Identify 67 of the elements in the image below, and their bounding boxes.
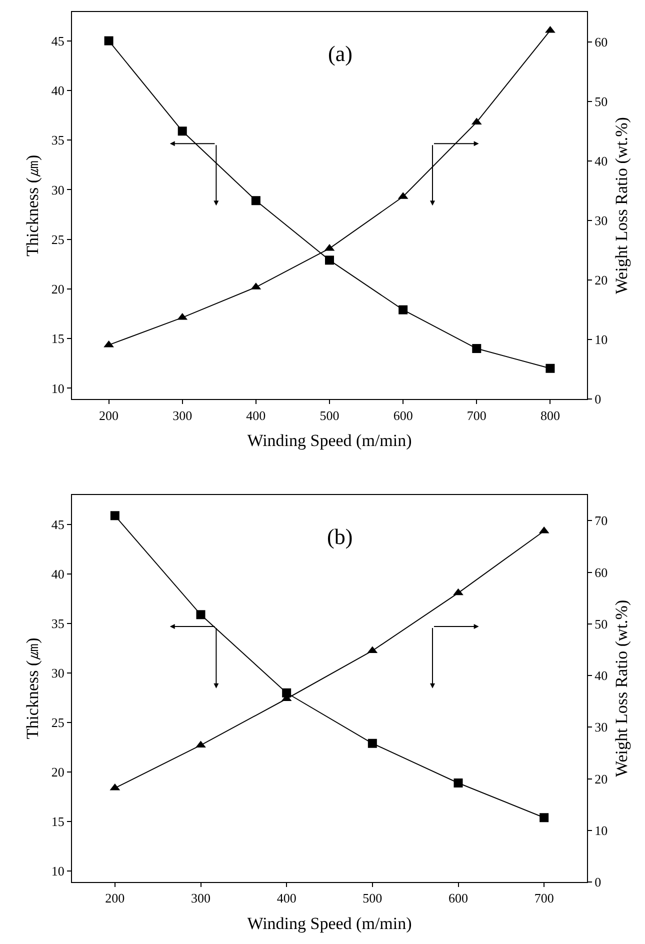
y2-tick-label: 0	[594, 392, 602, 407]
y2-tick-label: 40	[594, 153, 608, 168]
x-axis-title: Winding Speed (m/min)	[247, 914, 412, 933]
y-tick-label: 15	[51, 814, 64, 830]
x-tick-label: 800	[540, 408, 560, 423]
y2-tick-label: 50	[594, 94, 608, 109]
point	[546, 364, 555, 373]
y2-tick-label: 20	[594, 272, 608, 288]
y-tick-label: 25	[51, 232, 64, 247]
point	[196, 610, 206, 620]
y2-tick-label: 50	[594, 616, 608, 632]
annotation: (b)	[327, 524, 353, 549]
point	[104, 36, 114, 46]
y-tick-label: 30	[51, 182, 64, 198]
y-tick-label: 35	[51, 132, 64, 148]
y2-tick-label: 0	[594, 874, 602, 890]
x-tick-label: 600	[448, 890, 468, 906]
y-tick-label: 20	[51, 764, 64, 780]
y2-tick-label: 10	[594, 822, 608, 838]
y-axis-title: Thickness (㎛)	[22, 638, 42, 740]
y-tick-label: 40	[51, 566, 64, 582]
y-tick-label: 45	[51, 33, 64, 48]
y-tick-label: 10	[51, 380, 64, 396]
x-tick-label: 300	[191, 890, 210, 906]
y2-tick-label: 30	[594, 213, 608, 228]
point	[540, 813, 549, 822]
point	[453, 588, 464, 596]
x-tick-label: 400	[276, 890, 296, 906]
point	[110, 511, 120, 520]
y2-tick-label: 40	[594, 668, 608, 684]
point	[251, 196, 260, 206]
x-tick-label: 500	[362, 890, 382, 906]
y2-axis-title: Weight Loss Ratio (wt.%)	[612, 600, 631, 777]
y-tick-label: 45	[51, 517, 64, 532]
point	[472, 344, 482, 354]
y-axis-title: Thickness (㎛)	[22, 154, 42, 256]
point	[178, 126, 187, 136]
y2-axis-title: Weight Loss Ratio (wt.%)	[612, 117, 631, 294]
x-tick-label: 700	[534, 890, 554, 906]
x-tick-label: 500	[320, 408, 340, 423]
x-tick-label: 200	[105, 890, 125, 906]
point	[454, 778, 463, 788]
y-tick-label: 20	[51, 282, 64, 297]
point	[368, 738, 377, 748]
y-tick-label: 35	[51, 616, 64, 632]
y-tick-label: 25	[51, 715, 64, 730]
x-tick-label: 600	[393, 408, 413, 423]
annotation: (a)	[328, 41, 352, 66]
y2-tick-label: 60	[594, 564, 608, 580]
y-tick-label: 30	[51, 666, 64, 681]
y-tick-label: 15	[51, 331, 64, 346]
y-tick-label: 10	[51, 864, 64, 879]
x-axis-title: Winding Speed (m/min)	[247, 431, 412, 450]
point	[398, 305, 408, 314]
x-tick-label: 700	[466, 408, 486, 423]
y-tick-label: 40	[51, 82, 64, 98]
y2-tick-label: 60	[594, 34, 608, 50]
point	[104, 340, 114, 348]
y2-tick-label: 10	[594, 332, 608, 348]
point	[325, 256, 334, 265]
x-tick-label: 400	[246, 408, 266, 423]
x-tick-label: 200	[99, 408, 119, 423]
point	[545, 26, 556, 33]
y2-tick-label: 70	[594, 513, 608, 528]
y2-tick-label: 30	[594, 720, 608, 735]
x-tick-label: 300	[172, 408, 192, 423]
y2-tick-label: 20	[594, 771, 608, 786]
